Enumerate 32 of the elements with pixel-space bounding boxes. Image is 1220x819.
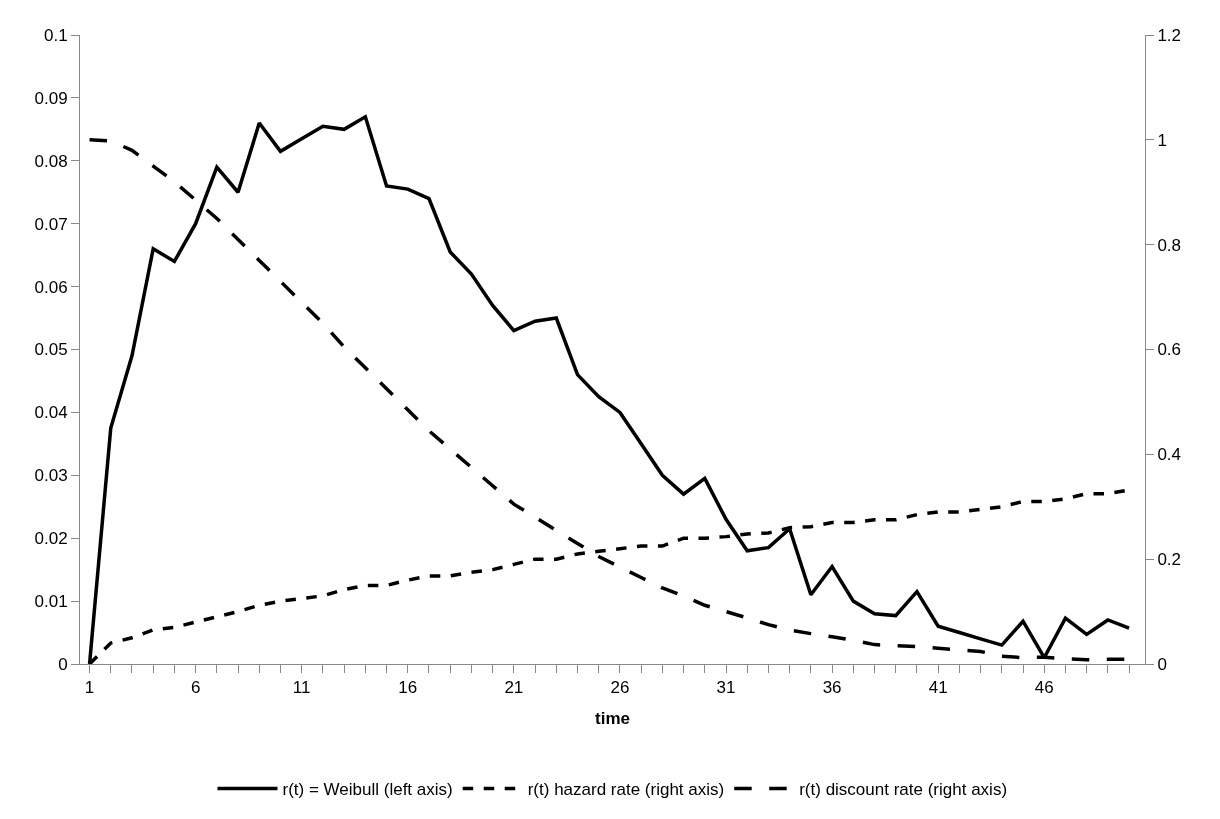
- y-tick-label: 0.06: [34, 277, 68, 297]
- x-tick-label: 6: [190, 678, 201, 698]
- x-tick-label: 31: [716, 678, 736, 698]
- y2-tick-label: 1: [1157, 130, 1167, 150]
- y2-tick-label: 1.2: [1157, 25, 1182, 45]
- y-tick-label: 0.05: [34, 340, 68, 360]
- y-tick-label: 0.07: [34, 214, 68, 234]
- x-tick-label: 11: [292, 678, 311, 698]
- x-tick-label: 46: [1034, 678, 1054, 698]
- y2-tick-label: 0.4: [1157, 445, 1182, 465]
- y-tick-label: 0.08: [34, 151, 68, 171]
- y-tick-label: 0.03: [34, 466, 68, 486]
- y-tick-label: 0.09: [34, 88, 68, 108]
- y-tick-label: 0.01: [34, 592, 68, 612]
- y-tick-label: 0: [58, 654, 68, 674]
- y-tick-label: 0.04: [34, 403, 68, 423]
- x-tick-label: 1: [84, 678, 95, 698]
- y-tick-label: 0.02: [34, 529, 68, 549]
- y2-tick-label: 0.6: [1157, 340, 1182, 360]
- legend-label: r(t) discount rate (right axis): [799, 780, 1008, 800]
- legend-label: r(t) = Weibull (left axis): [282, 780, 453, 800]
- legend-label: r(t) hazard rate (right axis): [527, 780, 725, 800]
- x-tick-label: 36: [822, 678, 842, 698]
- x-axis-title: time: [595, 708, 630, 728]
- x-tick-label: 16: [398, 678, 418, 698]
- x-tick-label: 26: [610, 678, 630, 698]
- y-tick-label: 0.1: [43, 25, 68, 45]
- y2-tick-label: 0: [1157, 654, 1167, 674]
- y2-tick-label: 0.8: [1157, 235, 1182, 255]
- x-tick-label: 21: [504, 678, 524, 698]
- x-tick-label: 41: [928, 678, 948, 698]
- y2-tick-label: 0.2: [1157, 550, 1182, 570]
